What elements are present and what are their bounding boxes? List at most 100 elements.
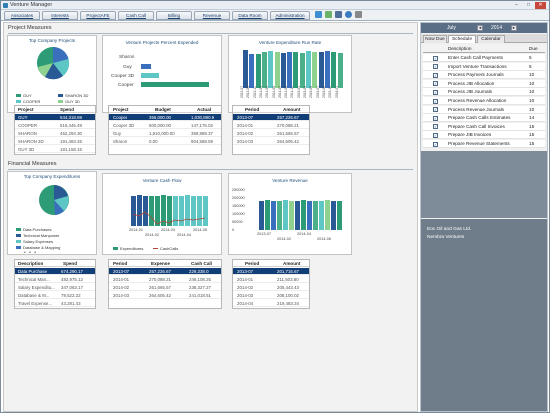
task-row[interactable]: ✓ Process Payment Journals 10 [423, 71, 545, 80]
menu-data-room[interactable]: Data Room [232, 11, 268, 20]
back-icon[interactable] [315, 11, 322, 18]
task-checkbox[interactable]: ✓ [433, 98, 438, 104]
menu-revenue[interactable]: Revenue [194, 11, 230, 20]
column-header[interactable]: Actual [197, 107, 212, 112]
table-row[interactable]: 2014-03 264,605.42 [233, 138, 309, 145]
financial-measures-title: Financial Measures [8, 161, 57, 167]
column-header[interactable]: Spend [60, 107, 75, 112]
column-header[interactable]: Budget [155, 107, 171, 112]
column-header[interactable]: Description [18, 261, 44, 266]
column-header[interactable]: Project [113, 107, 129, 112]
table-row[interactable]: SHARON 3D 191,483.45 [15, 138, 95, 145]
task-checkbox[interactable]: ✓ [433, 81, 438, 87]
grid-icon[interactable] [335, 11, 342, 18]
column-header[interactable]: Expense [151, 261, 170, 266]
run-rate-bar [249, 54, 255, 88]
tab-calendar[interactable]: Calendar [477, 35, 505, 43]
task-row[interactable]: ✓ Prepare Cash Call Invoices 15 [423, 122, 545, 131]
menu-administration[interactable]: Administration [270, 11, 310, 20]
table-row[interactable]: 2013-07 201,716.67 [233, 268, 309, 275]
x-tick-label: 2014-03 [265, 85, 270, 98]
task-checkbox[interactable]: ✓ [433, 55, 438, 61]
menu-billing[interactable]: Billing [156, 11, 192, 20]
revenue-bar [325, 200, 330, 230]
table-row[interactable]: 2014-03 264,605.42 241,018.51 [109, 292, 221, 299]
table-row[interactable]: 2013-07 257,226.67 [233, 114, 309, 121]
column-header[interactable]: Description [448, 46, 472, 51]
table-row[interactable]: Data Purchase 674,290.17 [15, 268, 95, 275]
table-row[interactable]: 2014-03 208,100.02 [233, 292, 309, 299]
table-row[interactable]: 2014-04 219,483.34 [233, 300, 309, 307]
prev-month-button[interactable]: ◄ [477, 25, 483, 31]
task-row[interactable]: ✓ Process JIB Allocation 10 [423, 79, 545, 88]
table-row[interactable]: 2014-01 270,088.21 246,108.25 [109, 276, 221, 283]
table-row[interactable]: 2014-02 261,665.57 238,327.27 [109, 284, 221, 291]
task-checkbox[interactable]: ✓ [433, 64, 438, 70]
task-row[interactable]: ✓ Process Revenue Allocation 10 [423, 97, 545, 105]
table-row[interactable]: 2013-07 257,226.67 229,338.0 [109, 268, 221, 275]
year-label: 2014 [491, 25, 503, 31]
table-row[interactable]: 2014-02 261,665.57 [233, 130, 309, 137]
tab-schedule[interactable]: Schedule [448, 35, 476, 43]
task-checkbox[interactable]: ✓ [433, 115, 438, 121]
menu-cash-call[interactable]: Cash Call [118, 11, 154, 20]
settings-icon[interactable] [355, 11, 362, 18]
column-header[interactable]: Project [18, 107, 34, 112]
table-row[interactable]: Cooper 3D 500,000.00 147,175.02 [109, 122, 221, 129]
top-projects-pie [37, 46, 70, 80]
table-row[interactable]: Guy 1,910,000.00 359,889.37 [109, 130, 221, 137]
task-checkbox[interactable]: ✓ [433, 89, 438, 95]
menu-interests[interactable]: Interests [42, 11, 78, 20]
company-item[interactable]: Eoc Oil and Gas Ltd. [427, 227, 472, 232]
help-icon[interactable] [345, 11, 352, 18]
task-tabs: Now Due Schedule Calendar [421, 34, 547, 43]
task-checkbox[interactable]: ✓ [433, 124, 438, 130]
task-row[interactable]: ✓ Process JIB Journals 10 [423, 88, 545, 97]
table-row[interactable]: Cooper 356,000.00 1,030,890.9 [109, 114, 221, 121]
top-expenditures-title: Top Company Expenditures [23, 174, 81, 179]
task-row[interactable]: ✓ Enter Cash Call Payments 5 [423, 54, 545, 62]
column-header[interactable]: Due [529, 46, 538, 51]
table-row[interactable]: GUY 544,318.69 [15, 114, 95, 121]
column-header[interactable]: Period [245, 261, 260, 266]
table-row[interactable]: Technical Man... 482,975.12 [15, 276, 95, 283]
task-checkbox[interactable]: ✓ [433, 72, 438, 78]
table-row[interactable]: Travel Expense... 43,281.43 [15, 300, 95, 307]
task-checkbox[interactable]: ✓ [433, 107, 438, 113]
column-header[interactable]: Period [245, 107, 260, 112]
task-row[interactable]: ✓ Prepare Revenue Statements 15 [423, 140, 545, 148]
column-header[interactable]: Amount [283, 107, 301, 112]
table-row[interactable]: Database & M... 79,522.22 [15, 292, 95, 299]
column-header[interactable]: Cash Call [191, 261, 212, 266]
task-checkbox[interactable]: ✓ [433, 141, 438, 147]
column-header[interactable]: Period [113, 261, 128, 266]
company-item[interactable]: Nembra Ventures [427, 235, 465, 240]
x-tick-label: 2013-09 [246, 85, 251, 98]
task-description: Prepare Cash Calls Estimates [448, 115, 511, 121]
column-header[interactable]: Amount [283, 261, 301, 266]
task-row[interactable]: ✓ Process Revenue Journals 10 [423, 105, 545, 114]
task-row[interactable]: ✓ Import Venture Transactions 5 [423, 62, 545, 71]
table-row[interactable]: GUY 3D 181,158.15 [15, 146, 95, 153]
tab-now-due[interactable]: Now Due [423, 35, 447, 43]
menu-associates[interactable]: Associates [4, 11, 40, 20]
next-year-button[interactable]: ► [511, 25, 517, 31]
task-row[interactable]: ✓ Prepare JIB Invoices 15 [423, 131, 545, 140]
table-row[interactable]: SHARON 452,294.30 [15, 130, 95, 137]
table-row[interactable]: Salary Expenditu... 347,063.17 [15, 284, 95, 291]
table-row[interactable]: 2014-01 270,088.21 [233, 122, 309, 129]
table-row[interactable]: 2014-02 205,443.43 [233, 284, 309, 291]
table-row[interactable]: 2014-01 211,503.80 [233, 276, 309, 283]
table-row[interactable]: Sharon 0.00 904,588.59 [109, 138, 221, 145]
task-checkbox[interactable]: ✓ [433, 132, 438, 138]
y-tick-label: 150000 [232, 204, 245, 208]
close-icon[interactable]: ✕ [535, 2, 546, 9]
maximize-icon[interactable]: □ [526, 2, 531, 8]
menu-project-afe[interactable]: ProjectAFE [80, 11, 116, 20]
table-row[interactable]: COOPER 515,445.49 [15, 122, 95, 129]
refresh-icon[interactable] [325, 11, 332, 18]
task-row[interactable]: ✓ Prepare Cash Calls Estimates 14 [423, 114, 545, 123]
column-header[interactable]: Spend [63, 261, 78, 266]
pager-dots[interactable]: • • • [24, 250, 38, 256]
minimize-icon[interactable]: – [515, 2, 518, 8]
